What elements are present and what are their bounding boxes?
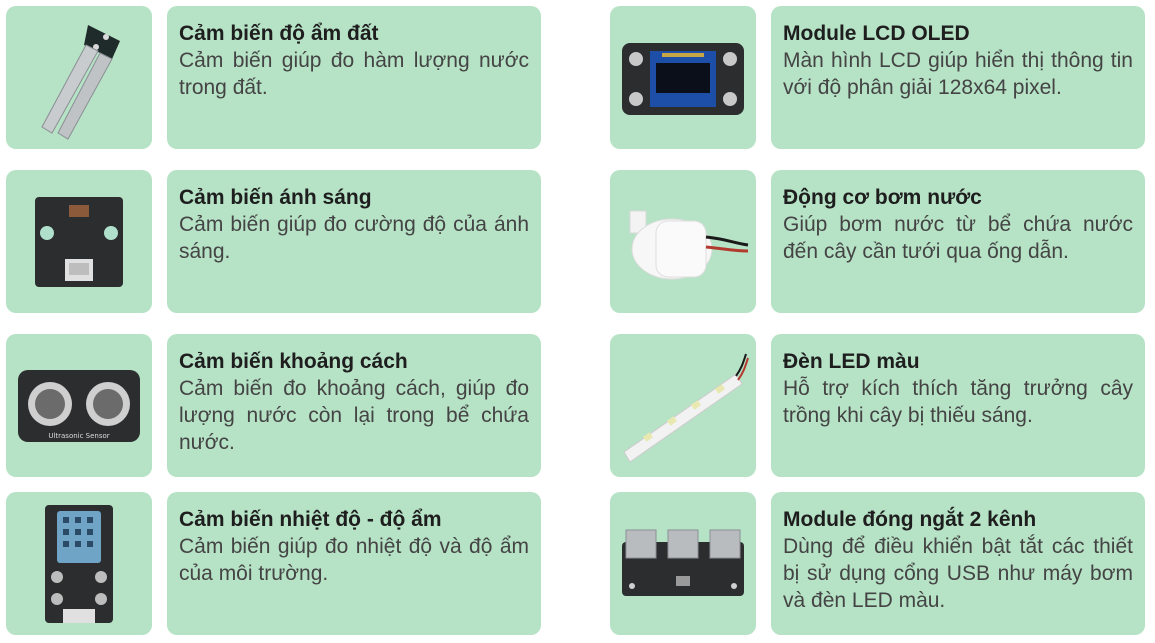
item-image-card [6, 492, 152, 635]
usb-switch-module-icon [622, 529, 744, 596]
item-image-card [6, 170, 152, 313]
item-image-card: Ultrasonic Sensor [6, 334, 152, 477]
item-title: Cảm biến độ ẩm đất [179, 22, 379, 45]
item-description: Cảm biến đo khoảng cách, giúp đo lượng n… [179, 377, 529, 454]
item-title: Module đóng ngắt 2 kênh [783, 508, 1037, 531]
item-info-card: Module LCD OLED Màn hình LCD giúp hiển t… [771, 6, 1145, 149]
light-sensor-icon [35, 196, 123, 287]
item-title: Cảm biến ánh sáng [179, 186, 372, 209]
item-title: Cảm biến nhiệt độ - độ ẩm [179, 508, 442, 531]
item-info-card: Đèn LED màu Hỗ trợ kích thích tăng trưởn… [771, 334, 1145, 477]
item-title: Cảm biến khoảng cách [179, 350, 408, 373]
item-info-card: Module đóng ngắt 2 kênh Dùng để điều khi… [771, 492, 1145, 635]
item-image-card [610, 170, 756, 313]
item-title: Module LCD OLED [783, 22, 970, 45]
item-description: Cảm biến giúp đo cường độ của ánh sáng. [179, 213, 529, 263]
item-description: Dùng để điều khiển bật tắt các thiết bị … [783, 535, 1133, 612]
soil-moisture-sensor-icon [41, 24, 120, 140]
item-description: Hỗ trợ kích thích tăng trưởng cây trồng … [783, 377, 1133, 427]
item-title: Đèn LED màu [783, 350, 920, 373]
led-strip-icon [623, 353, 749, 463]
oled-display-icon [622, 42, 744, 115]
item-image-card [6, 6, 152, 149]
item-info-card: Cảm biến ánh sáng Cảm biến giúp đo cường… [167, 170, 541, 313]
item-image-card [610, 334, 756, 477]
item-description: Cảm biến giúp đo hàm lượng nước trong đấ… [179, 49, 529, 99]
item-info-card: Cảm biến nhiệt độ - độ ẩm Cảm biến giúp … [167, 492, 541, 635]
ultrasonic-label: Ultrasonic Sensor [48, 432, 109, 440]
item-title: Động cơ bơm nước [783, 186, 982, 209]
item-description: Giúp bơm nước từ bể chứa nước đến cây cầ… [783, 213, 1133, 263]
item-description: Cảm biến giúp đo nhiệt độ và độ ẩm của m… [179, 535, 529, 585]
item-info-card: Động cơ bơm nước Giúp bơm nước từ bể chứ… [771, 170, 1145, 313]
ultrasonic-sensor-icon: Ultrasonic Sensor [18, 369, 140, 442]
item-description: Màn hình LCD giúp hiển thị thông tin với… [783, 49, 1133, 99]
item-info-card: Cảm biến khoảng cách Cảm biến đo khoảng … [167, 334, 541, 477]
water-pump-icon [629, 210, 749, 279]
item-image-card [610, 6, 756, 149]
item-image-card [610, 492, 756, 635]
temperature-humidity-sensor-icon [45, 504, 113, 623]
item-info-card: Cảm biến độ ẩm đất Cảm biến giúp đo hàm … [167, 6, 541, 149]
